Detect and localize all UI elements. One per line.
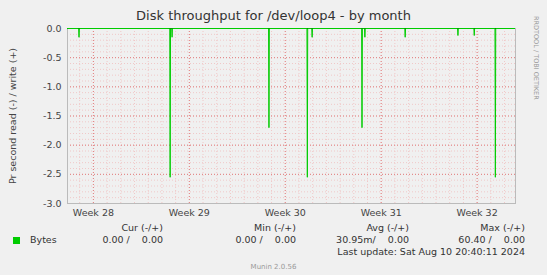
svg-text:-1.5: -1.5 <box>43 110 62 121</box>
html-text:Max (-/+): Max (-/+) <box>480 222 525 233</box>
svg-text:Week 28: Week 28 <box>73 207 114 218</box>
html-text:RRDTOOL / TOBI OETIKER: RRDTOOL / TOBI OETIKER <box>532 16 540 100</box>
html-text:0.00 / 0.00: 0.00 / 0.00 <box>102 234 163 245</box>
svg-text:Pr second read (-) / write (+): Pr second read (-) / write (+) <box>7 48 18 184</box>
html-text:30.95m/ 0.00: 30.95m/ 0.00 <box>336 234 409 245</box>
html-text:Avg (-/+): Avg (-/+) <box>366 222 409 233</box>
html-text:Cur (-/+): Cur (-/+) <box>121 222 163 233</box>
html-text:Munin 2.0.56: Munin 2.0.56 <box>250 263 297 271</box>
html-text:Disk throughput for /dev/loop4: Disk throughput for /dev/loop4 - by mont… <box>136 8 411 23</box>
html-text:0.00 / 0.00: 0.00 / 0.00 <box>235 234 296 245</box>
svg-text:Week 30: Week 30 <box>265 207 306 218</box>
html-text:Last update: Sat Aug 10 20:40:: Last update: Sat Aug 10 20:40:11 2024 <box>337 246 525 257</box>
html-text:60.40 / 0.00: 60.40 / 0.00 <box>458 234 525 245</box>
svg-text:-3.0: -3.0 <box>43 198 62 209</box>
html-text:Min (-/+): Min (-/+) <box>254 222 296 233</box>
svg-text:-1.0: -1.0 <box>43 81 62 92</box>
svg-text:-2.0: -2.0 <box>43 139 62 150</box>
svg-text:-2.5: -2.5 <box>43 168 62 179</box>
svg-text:Week 32: Week 32 <box>457 207 498 218</box>
svg-text:Week 31: Week 31 <box>361 207 402 218</box>
svg-text:Week 29: Week 29 <box>169 207 210 218</box>
svg-text:0.0: 0.0 <box>46 23 61 34</box>
html-text:Bytes: Bytes <box>30 234 57 245</box>
svg-text:-0.5: -0.5 <box>43 52 62 63</box>
